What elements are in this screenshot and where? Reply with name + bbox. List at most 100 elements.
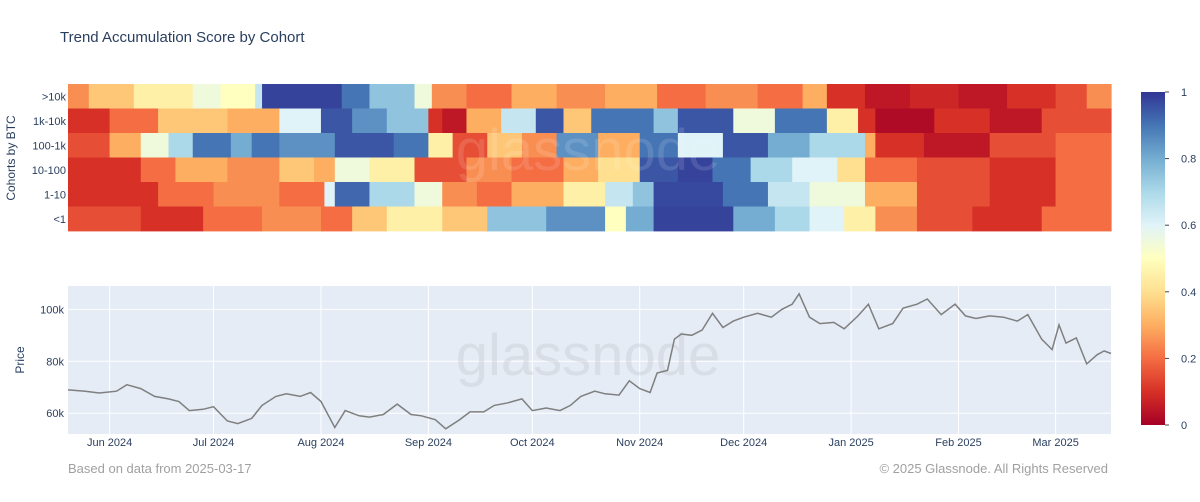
heatmap-cell bbox=[546, 206, 606, 232]
heatmap-cell bbox=[605, 206, 627, 232]
heatmap-cell bbox=[476, 182, 513, 207]
heatmap-cell bbox=[414, 182, 443, 207]
heatmap-cell bbox=[864, 84, 911, 109]
heatmap-cell bbox=[68, 206, 142, 232]
heatmap-cell bbox=[262, 84, 343, 109]
heatmap-cell bbox=[705, 84, 759, 109]
heatmap-cell bbox=[158, 182, 215, 207]
heatmap-cell bbox=[466, 108, 502, 134]
heatmap-cell bbox=[598, 157, 641, 183]
heatmap-cell bbox=[511, 157, 565, 183]
heatmap-cell bbox=[916, 206, 973, 232]
heatmap-cell bbox=[757, 84, 804, 109]
heatmap-cell bbox=[334, 133, 395, 158]
heatmap-cell bbox=[68, 84, 90, 109]
heatmap-cell bbox=[837, 157, 866, 183]
heatmap-cell bbox=[414, 84, 433, 109]
heatmap-row-label: 10-100 bbox=[32, 165, 66, 177]
heatmap-cell bbox=[677, 108, 734, 134]
heatmap-cell bbox=[68, 157, 142, 183]
heatmap-cell bbox=[563, 182, 606, 207]
price-y-tick-label: 80k bbox=[46, 356, 64, 368]
heatmap-cell bbox=[213, 182, 280, 207]
heatmap-cell bbox=[864, 157, 918, 183]
heatmap-cell bbox=[653, 206, 734, 232]
chart-title: Trend Accumulation Score by Cohort bbox=[60, 29, 305, 46]
heatmap-cell bbox=[989, 157, 1057, 183]
heatmap-cell bbox=[774, 108, 828, 134]
heatmap-row-label: 100-1k bbox=[32, 140, 66, 152]
colorbar-tick-label: 0.4 bbox=[1181, 287, 1196, 299]
heatmap-cell bbox=[203, 206, 263, 232]
heatmap-cell bbox=[605, 84, 658, 109]
colorbar-tick-label: 0.2 bbox=[1181, 353, 1196, 365]
heatmap-cell bbox=[989, 133, 1057, 158]
heatmap-cell bbox=[442, 108, 468, 134]
heatmap-cell bbox=[175, 157, 228, 183]
heatmap-cell bbox=[279, 108, 322, 134]
heatmap-cell bbox=[393, 133, 429, 158]
heatmap-cell bbox=[556, 133, 599, 158]
heatmap-cell bbox=[605, 182, 634, 207]
heatmap-cell bbox=[934, 108, 991, 134]
heatmap-cell bbox=[809, 182, 866, 207]
heatmap-cell bbox=[251, 133, 280, 158]
heatmap-y-tick-labels: >10k 1k-10k 100-1k 10-100 1-10 <1 bbox=[32, 91, 67, 226]
price-x-tick-label: Aug 2024 bbox=[297, 437, 344, 449]
heatmap-cell bbox=[722, 133, 769, 158]
heatmap-cell bbox=[632, 182, 655, 207]
heatmap-cell bbox=[428, 108, 443, 134]
heatmap-cell bbox=[733, 206, 776, 232]
heatmap-cell bbox=[774, 206, 811, 232]
heatmap-cell bbox=[521, 133, 558, 158]
heatmap-cell bbox=[625, 206, 655, 232]
price-x-tick-label: Sep 2024 bbox=[405, 437, 452, 449]
heatmap-cell bbox=[133, 84, 194, 109]
heatmap-cell bbox=[341, 84, 371, 109]
heatmap-cell bbox=[227, 108, 280, 134]
price-x-tick-label: Feb 2025 bbox=[935, 437, 981, 449]
heatmap-cell bbox=[875, 108, 935, 134]
heatmap-cell bbox=[722, 182, 769, 207]
heatmap-cell bbox=[591, 108, 655, 134]
heatmap-cell bbox=[452, 133, 488, 158]
heatmap-cell bbox=[192, 84, 222, 109]
heatmap-cell bbox=[168, 133, 194, 158]
heatmap-cell bbox=[369, 182, 416, 207]
price-y-tick-label: 100k bbox=[40, 304, 64, 316]
heatmap-cell bbox=[750, 157, 793, 183]
price-x-tick-label: Jun 2024 bbox=[87, 437, 132, 449]
heatmap-cell bbox=[279, 182, 326, 207]
footer-copyright: © 2025 Glassnode. All Rights Reserved bbox=[879, 461, 1108, 476]
heatmap-cell bbox=[352, 108, 388, 134]
heatmap-cell bbox=[511, 182, 565, 207]
price-y-tick-label: 60k bbox=[46, 408, 64, 420]
heatmap-cell bbox=[88, 84, 135, 109]
colorbar-tick-label: 1 bbox=[1181, 87, 1187, 99]
heatmap-cell bbox=[639, 157, 679, 183]
heatmap-cell bbox=[598, 133, 641, 158]
heatmap-cell bbox=[556, 84, 606, 109]
price-x-tick-label: Nov 2024 bbox=[616, 437, 663, 449]
heatmap-cell bbox=[230, 133, 253, 158]
heatmap-cell bbox=[386, 108, 429, 134]
heatmap-cell bbox=[802, 84, 828, 109]
heatmap-cell bbox=[563, 157, 599, 183]
colorbar bbox=[1141, 92, 1165, 425]
heatmap-cell bbox=[653, 182, 724, 207]
heatmap-cell bbox=[767, 133, 811, 158]
heatmap-cell bbox=[431, 84, 468, 109]
heatmap-cell bbox=[109, 108, 159, 134]
heatmap-cell bbox=[864, 133, 876, 158]
heatmap-cell bbox=[864, 182, 918, 207]
heatmap-cell bbox=[442, 182, 478, 207]
heatmap-cell bbox=[386, 206, 443, 232]
heatmap-cell bbox=[487, 206, 547, 232]
colorbar-tick-labels: 0 0.2 0.4 0.6 0.8 1 bbox=[1165, 87, 1196, 432]
heatmap-cell bbox=[140, 206, 204, 232]
heatmap-cell bbox=[767, 182, 811, 207]
heatmap-cell bbox=[712, 157, 752, 183]
heatmap-cell bbox=[320, 108, 353, 134]
heatmap-cell bbox=[68, 133, 111, 158]
heatmap-cell bbox=[1007, 84, 1057, 109]
